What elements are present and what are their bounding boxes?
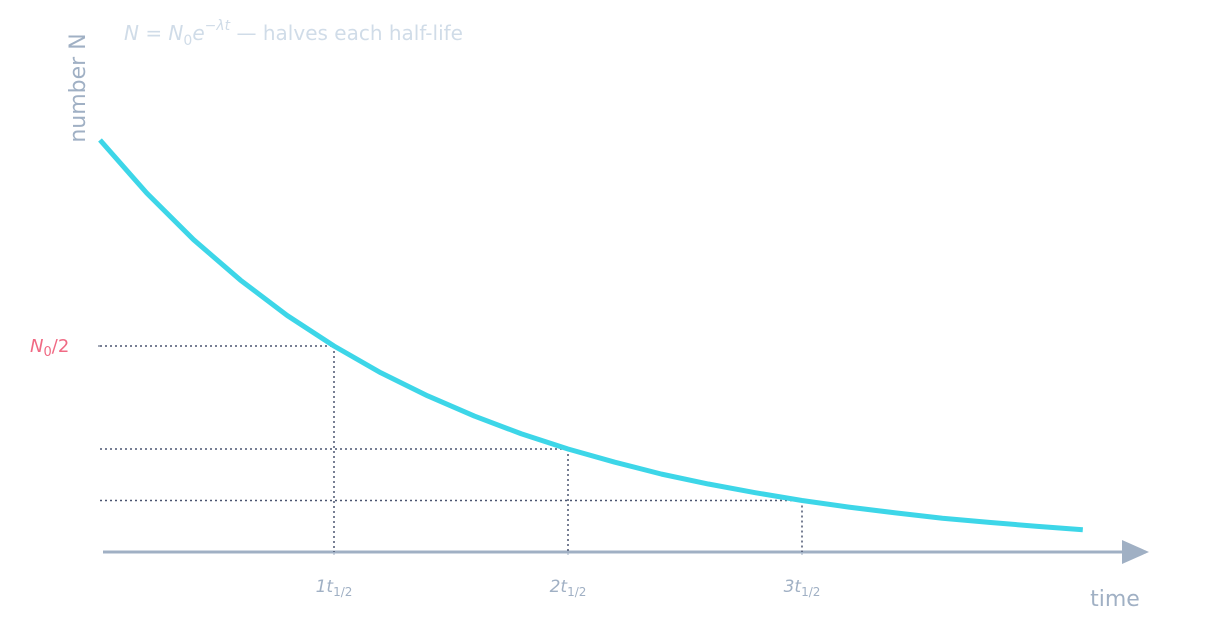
y-axis-label: number N [66,33,91,142]
tick-part: 1/2 [801,585,820,599]
tick-part: 1/2 [567,585,586,599]
title-part: e [192,21,204,45]
decay-curve [98,138,1083,533]
tick-part: 2t [550,577,569,597]
tick-part: 3t [784,577,803,597]
title-part: 0 [183,33,192,49]
tick-part: /2 [52,336,70,357]
x-tick-label: 2t1/2 [550,577,587,599]
x-axis-label: time [1090,587,1140,612]
tick-part: 1/2 [333,585,352,599]
y-tick-label: N0/2 [30,336,69,360]
title-part: — halves each half-life [230,21,463,45]
chart-title: N = N0e−λt — halves each half-life [124,18,463,49]
title-part: −λt [205,18,231,34]
title-part: N = N [124,21,183,45]
x-tick-label: 1t1/2 [316,577,353,599]
tick-part: 0 [43,345,51,360]
tick-part: N [30,336,43,357]
tick-part: 1t [316,577,335,597]
x-tick-label: 3t1/2 [784,577,821,599]
